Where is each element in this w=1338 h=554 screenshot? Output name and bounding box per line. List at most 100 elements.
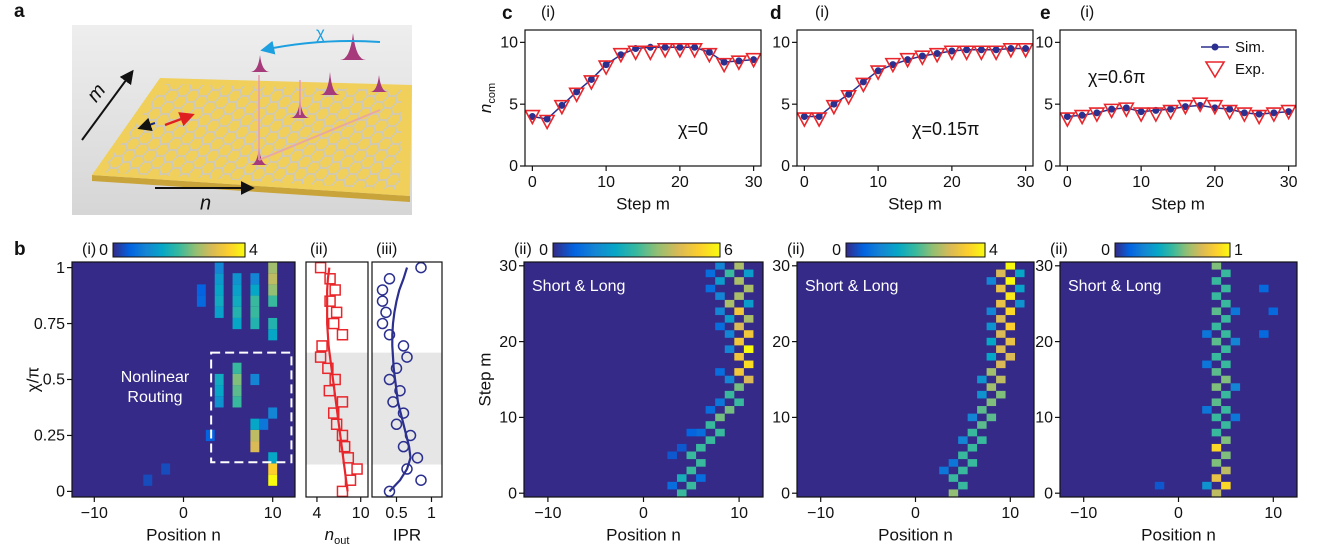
heatmap-cell xyxy=(1221,300,1230,308)
sim-point xyxy=(544,116,551,123)
heatmap-cell xyxy=(250,273,259,284)
x-tick-label: 0 xyxy=(179,505,188,522)
y-tick-label: 10 xyxy=(1035,410,1053,427)
chi-label: χ xyxy=(316,23,325,42)
heatmap-cell xyxy=(744,376,754,384)
x-tick-label: 0 xyxy=(528,174,537,191)
heatmap-cell xyxy=(1221,270,1230,278)
heatmap-cell xyxy=(1221,406,1230,414)
colorbar-tick-label: 6 xyxy=(724,242,733,259)
heatmap-cell xyxy=(958,482,967,490)
heatmap-cell xyxy=(268,463,277,474)
heatmap-cell xyxy=(1212,429,1221,437)
x-tick-label: 0 xyxy=(911,505,920,522)
heatmap-cell xyxy=(215,296,224,307)
y-tick-label: 20 xyxy=(772,334,790,351)
heatmap-cell xyxy=(744,361,754,369)
heatmap-cell xyxy=(939,467,948,475)
panel: 06−100100102030(ii)Short & Long xyxy=(499,241,763,522)
colorbar xyxy=(113,243,245,257)
data-point xyxy=(416,475,426,485)
heatmap-cell xyxy=(1212,414,1221,422)
x-tick-label: −10 xyxy=(807,505,834,522)
data-point xyxy=(337,486,347,496)
heatmap-cell xyxy=(1202,330,1211,338)
sim-point xyxy=(588,76,595,83)
colorbar xyxy=(553,243,720,257)
heatmap-cell xyxy=(250,296,259,307)
sim-point xyxy=(801,113,808,120)
x-tick-label: 20 xyxy=(943,174,961,191)
plot-area xyxy=(797,44,1032,126)
heatmap-cell xyxy=(725,330,735,338)
plot-area xyxy=(525,44,760,129)
heatmap-cell xyxy=(1006,292,1015,300)
heatmap-cell xyxy=(715,292,725,300)
heatmap-cell xyxy=(215,284,224,295)
panel-sublabel: (iii) xyxy=(376,241,397,258)
heatmap-cell xyxy=(1231,383,1240,391)
x-tick-label: 0 xyxy=(800,174,809,191)
heatmap-cell xyxy=(687,429,697,437)
y-axis-label: ncom xyxy=(476,83,497,113)
panel-letter: a xyxy=(14,1,25,22)
data-point xyxy=(317,341,327,351)
heatmap-cell xyxy=(1202,406,1211,414)
heatmap-cell xyxy=(725,376,735,384)
panel: 410(ii) xyxy=(306,241,370,522)
colorbar-tick-label: 0 xyxy=(832,242,841,259)
heatmap-cell xyxy=(268,318,277,329)
heatmap-cell xyxy=(233,296,242,307)
sim-point xyxy=(1064,113,1071,120)
heatmap-cell xyxy=(744,330,754,338)
y-tick-label: 0.5 xyxy=(43,372,65,389)
heatmap-cell xyxy=(968,414,977,422)
heatmap-cell xyxy=(250,307,259,318)
heatmap-cell xyxy=(996,300,1005,308)
annotation: χ=0.6π xyxy=(1088,67,1145,87)
x-tick-label: 30 xyxy=(1017,174,1035,191)
heatmap-cell xyxy=(1221,330,1230,338)
heatmap-cell xyxy=(734,323,744,331)
heatmap-cell xyxy=(667,482,677,490)
heatmap-cell xyxy=(1015,285,1024,293)
y-tick-label: 20 xyxy=(1035,334,1053,351)
data-point xyxy=(329,319,339,329)
data-point xyxy=(332,307,342,317)
data-point xyxy=(378,285,388,295)
y-tick-label: 10 xyxy=(500,35,518,52)
y-tick-label: 0 xyxy=(781,485,790,502)
heatmap-cell xyxy=(715,307,725,315)
y-axis-label: χ/π xyxy=(23,367,42,392)
heatmap-cell xyxy=(958,436,967,444)
heatmap-cell xyxy=(987,398,996,406)
plot-background xyxy=(1060,262,1297,497)
heatmap-cell xyxy=(1221,315,1230,323)
panel-sublabel: (i) xyxy=(1080,4,1094,21)
heatmap-cell xyxy=(677,474,687,482)
plot-area xyxy=(524,262,763,497)
sim-point xyxy=(963,46,970,53)
plot-area xyxy=(797,262,1034,497)
x-tick-label: 20 xyxy=(1206,174,1224,191)
heatmap-cell xyxy=(725,300,735,308)
x-tick-label: 0 xyxy=(639,505,648,522)
heatmap-cell xyxy=(268,262,277,273)
heatmap-cell xyxy=(1259,330,1268,338)
data-point xyxy=(385,274,395,284)
heatmap-cell xyxy=(949,459,958,467)
x-tick-label: 0.5 xyxy=(385,505,407,522)
sim-point xyxy=(647,44,654,51)
heatmap-cell xyxy=(734,292,744,300)
x-tick-label: 4 xyxy=(312,505,321,522)
label-main: n xyxy=(325,525,334,544)
y-tick-label: 10 xyxy=(499,410,517,427)
x-axis-label: Step m xyxy=(616,194,670,213)
heatmap-cell xyxy=(987,323,996,331)
heatmap-cell xyxy=(1212,459,1221,467)
heatmap-cell xyxy=(987,414,996,422)
heatmap-cell xyxy=(250,419,259,430)
plot-area xyxy=(306,263,368,497)
x-tick-label: 10 xyxy=(730,505,748,522)
heatmap-cell xyxy=(744,270,754,278)
